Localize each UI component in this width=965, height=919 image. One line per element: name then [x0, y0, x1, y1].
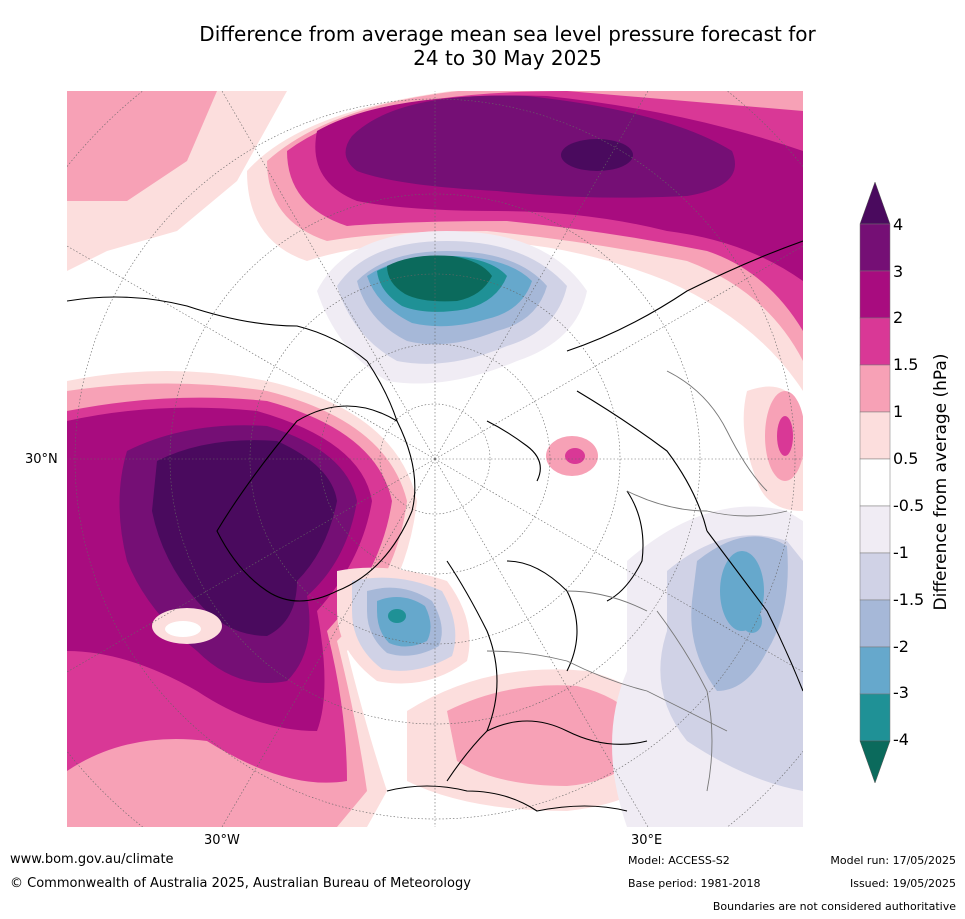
colorbar-segment: [859, 599, 891, 648]
model-run-text: Model run: 17/05/2025: [830, 854, 956, 867]
website-text: www.bom.gov.au/climate: [10, 852, 174, 867]
copyright-text: © Commonwealth of Australia 2025, Austra…: [10, 876, 471, 891]
map-title-line2: 24 to 30 May 2025: [413, 46, 602, 70]
anomaly-region: [561, 139, 633, 171]
anomaly-region: [345, 95, 735, 198]
anomaly-region: [377, 597, 431, 647]
lon-label-30w: 30°W: [204, 833, 240, 848]
country-borders: [486, 370, 788, 792]
disclaimer-text: Boundaries are not considered authoritat…: [712, 900, 956, 913]
base-period-text: Base period: 1981-2018: [628, 877, 761, 890]
colorbar-segment: [859, 317, 891, 366]
graticule: [67, 91, 803, 827]
colorbar-extend-max: [859, 181, 891, 225]
colorbar-tick: 2: [893, 308, 904, 327]
colorbar-segment: [859, 505, 891, 554]
colorbar-extend-min: [859, 740, 891, 784]
anomaly-region: [165, 621, 201, 637]
colorbar-segment: [859, 270, 891, 319]
colorbar-label: Difference from average (hPa): [931, 353, 951, 611]
colorbar: [859, 181, 891, 784]
anomaly-region: [447, 685, 647, 786]
lon-label-30e: 30°E: [631, 833, 663, 848]
colorbar-tick: 4: [893, 215, 904, 234]
colorbar-segment: [859, 458, 891, 507]
colorbar-tick: -1.5: [893, 590, 925, 609]
anomaly-region: [67, 91, 217, 201]
colorbar-tick: -0.5: [893, 496, 925, 515]
colorbar-tick: 0.5: [893, 449, 919, 468]
anomaly-region: [565, 448, 585, 464]
coastlines: [67, 240, 803, 812]
anomaly-region: [387, 255, 492, 302]
anomaly-region: [152, 440, 337, 636]
colorbar-tick: 3: [893, 262, 904, 281]
colorbar-tick: 1.5: [893, 355, 919, 374]
colorbar-tick: -2: [893, 637, 909, 656]
colorbar-segment: [859, 552, 891, 601]
anomaly-region: [742, 609, 762, 633]
colorbar-tick: 1: [893, 402, 904, 421]
anomaly-region: [777, 416, 793, 456]
lat-label-30n: 30°N: [25, 452, 58, 467]
colorbar-segment: [859, 646, 891, 695]
colorbar-segment: [859, 693, 891, 742]
colorbar-segment: [859, 364, 891, 413]
colorbar-tick: -3: [893, 683, 909, 702]
colorbar-segment: [859, 223, 891, 272]
colorbar-tick: -4: [893, 730, 909, 749]
anomaly-region: [388, 609, 406, 623]
colorbar-segment: [859, 411, 891, 460]
issued-text: Issued: 19/05/2025: [849, 877, 956, 890]
colorbar-tick: -1: [893, 543, 909, 562]
model-text: Model: ACCESS-S2: [628, 854, 730, 867]
map-title-line1: Difference from average mean sea level p…: [199, 22, 816, 46]
pressure-anomaly-map: [67, 91, 803, 827]
